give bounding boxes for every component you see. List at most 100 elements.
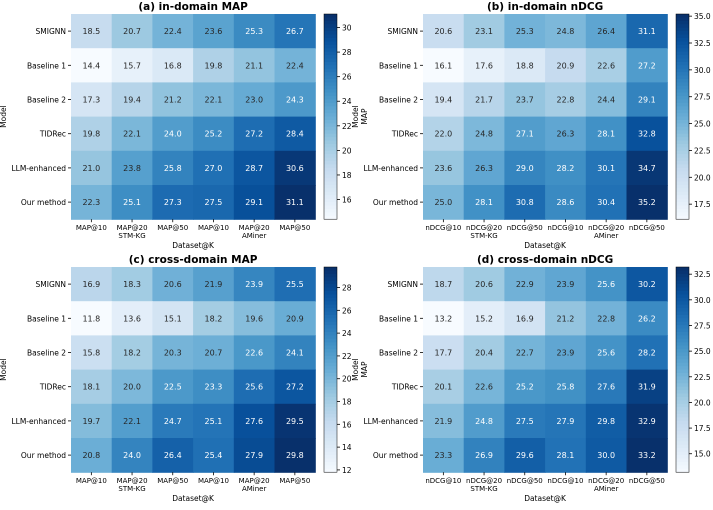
data-label: 31.1 <box>638 27 656 36</box>
data-label: 23.1 <box>475 27 493 36</box>
colorbar-tick-label: 12 <box>342 466 352 475</box>
colorbar-tick-label: 22 <box>342 122 352 131</box>
colorbar-segment <box>324 455 337 460</box>
x-tick-label: nDCG@20 <box>588 477 624 485</box>
colorbar-segment <box>324 414 337 418</box>
colorbar-segment <box>676 410 689 415</box>
colorbar: 12 14 16 18 20 22 24 26 28 MAP <box>323 266 369 475</box>
data-label: 22.1 <box>123 130 141 139</box>
heatmap-cell <box>111 116 153 152</box>
heatmap-cell <box>585 301 628 336</box>
x-axis-label: Dataset@K <box>524 494 567 503</box>
heatmap-cell <box>585 48 628 83</box>
x-tick-label: MAP@50 <box>157 477 188 485</box>
heatmap-cell <box>233 48 276 83</box>
colorbar-segment <box>324 386 337 391</box>
data-label: 22.8 <box>557 96 575 105</box>
colorbar-segment <box>324 277 337 282</box>
colorbar-segment <box>324 58 337 63</box>
colorbar-segment <box>676 14 689 18</box>
colorbar-segment <box>676 369 689 374</box>
colorbar-segment <box>676 109 689 114</box>
colorbar-segment <box>324 304 337 309</box>
colorbar-segment <box>676 349 689 353</box>
data-label: 20.7 <box>123 27 141 36</box>
colorbar-segment <box>324 345 337 350</box>
colorbar-segment <box>676 321 689 326</box>
dataset-label: AMiner <box>242 485 267 493</box>
x-tick-label: nDCG@20 <box>466 477 502 485</box>
colorbar-segment <box>324 400 337 405</box>
data-label: 13.2 <box>434 314 452 323</box>
colorbar-segment <box>324 171 337 176</box>
heatmap-cell <box>274 301 316 336</box>
colorbar-segment <box>676 331 689 336</box>
colorbar-segment <box>324 318 337 323</box>
data-label: 26.3 <box>475 164 493 173</box>
colorbar-segment <box>324 27 337 32</box>
data-label: 16.8 <box>164 61 182 70</box>
heatmap-cell <box>423 185 465 220</box>
data-label: 27.1 <box>516 130 534 139</box>
data-label: 24.8 <box>557 27 575 36</box>
x-tick-label: nDCG@50 <box>629 224 665 232</box>
colorbar-segment <box>676 438 689 442</box>
heatmap-cell <box>423 369 465 405</box>
colorbar-segment <box>676 294 689 299</box>
colorbar-segment <box>676 34 689 39</box>
data-label: 27.5 <box>205 198 223 207</box>
colorbar-tick-label: 18 <box>342 398 352 407</box>
colorbar-segment <box>676 308 689 312</box>
colorbar-segment <box>324 359 337 364</box>
data-label: 21.2 <box>164 96 182 105</box>
colorbar-segment <box>324 130 337 135</box>
colorbar-segment <box>676 150 689 155</box>
colorbar-segment <box>324 461 337 466</box>
x-tick-label: MAP@20 <box>117 477 148 485</box>
colorbar-segment <box>324 287 337 292</box>
dataset-label: STM-KG <box>470 232 497 240</box>
data-label: 25.4 <box>205 451 223 460</box>
heatmap-cell <box>545 116 587 152</box>
data-label: 28.1 <box>597 130 615 139</box>
data-label: 17.3 <box>82 96 100 105</box>
colorbar-segment <box>324 407 337 412</box>
data-label: 33.2 <box>638 451 656 460</box>
dataset-label: STM-KG <box>118 485 145 493</box>
colorbar-segment <box>676 461 689 466</box>
data-label: 20.6 <box>434 27 452 36</box>
colorbar-segment <box>324 396 337 401</box>
heatmap-cell <box>504 267 546 302</box>
colorbar-segment <box>676 420 689 425</box>
colorbar-tick-label: 30.0 <box>694 296 711 305</box>
data-label: 28.2 <box>638 349 656 358</box>
colorbar-segment <box>676 451 689 456</box>
data-label: 22.1 <box>205 96 223 105</box>
colorbar-segment <box>676 284 689 289</box>
heatmap-cell <box>71 48 113 83</box>
heatmap-cell <box>111 150 153 186</box>
data-label: 19.6 <box>245 314 263 323</box>
colorbar-segment <box>676 318 689 323</box>
heatmap-cell <box>545 48 587 83</box>
colorbar-segment <box>324 280 337 285</box>
heatmap-cell <box>585 14 628 49</box>
data-label: 29.1 <box>245 198 263 207</box>
heatmap-cell <box>111 82 153 118</box>
colorbar-segment <box>676 427 689 432</box>
data-label: 13.6 <box>123 314 141 323</box>
data-label: 25.0 <box>434 198 452 207</box>
heatmap-cell <box>585 150 628 186</box>
heatmap-cell <box>274 82 316 118</box>
colorbar-segment <box>676 58 689 63</box>
data-label: 23.6 <box>205 27 223 36</box>
heatmap-cell <box>463 335 505 371</box>
dataset-label: STM-KG <box>118 232 145 240</box>
data-label: 24.8 <box>475 130 493 139</box>
colorbar-segment <box>324 349 337 353</box>
data-label: 20.8 <box>82 451 100 460</box>
heatmap-cell <box>463 267 505 302</box>
data-label: 25.2 <box>516 383 534 392</box>
heatmap-cell <box>423 438 465 473</box>
colorbar-segment <box>676 195 689 200</box>
